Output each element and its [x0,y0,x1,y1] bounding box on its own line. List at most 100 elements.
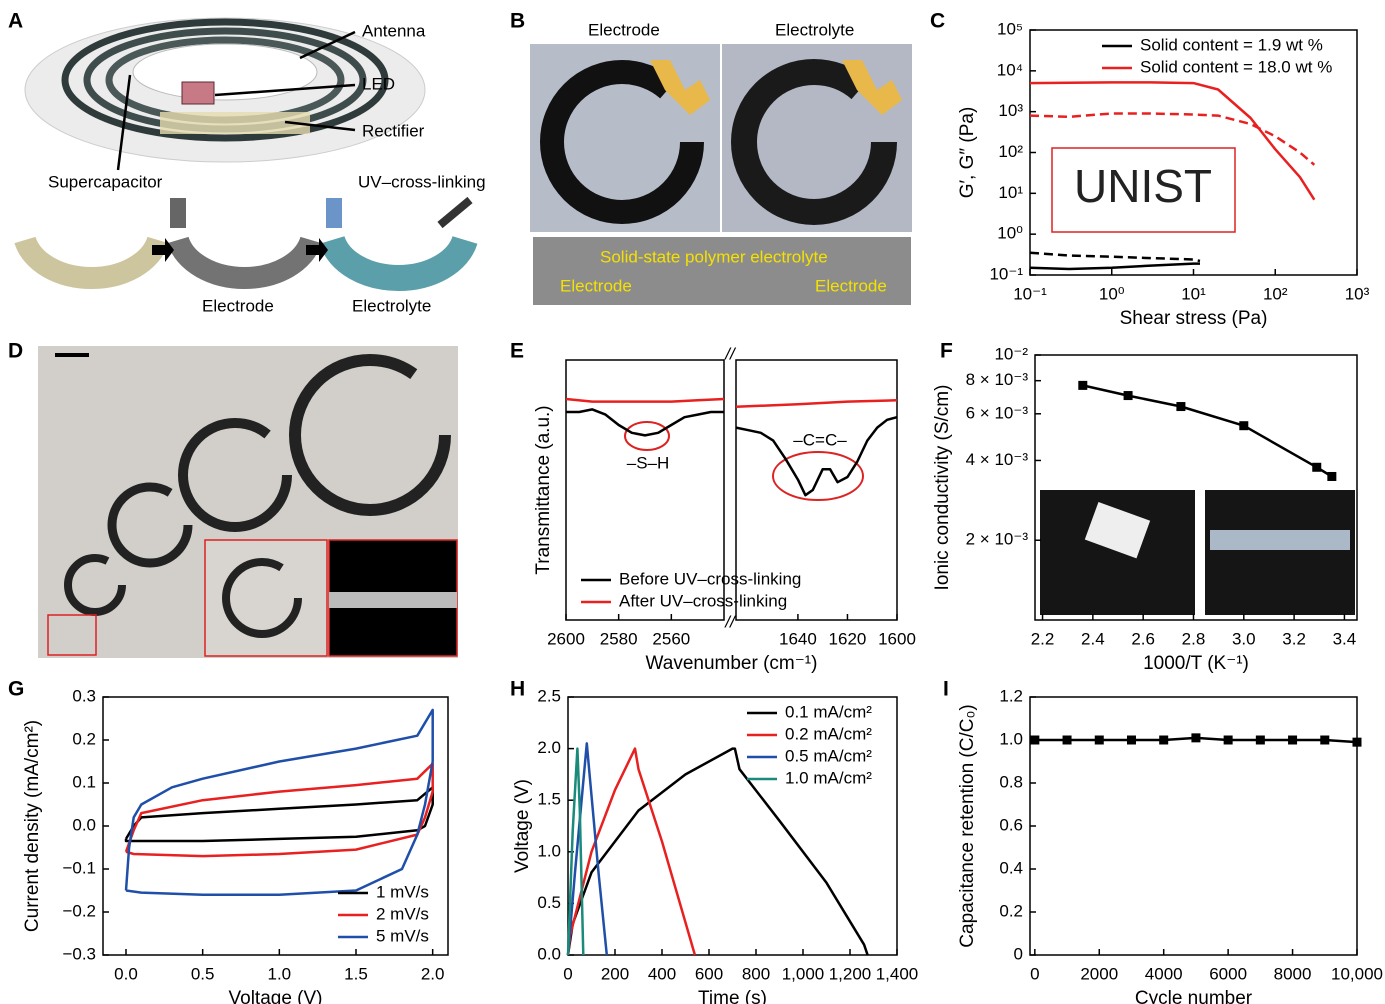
zoom-box [47,614,97,656]
data-point [1327,471,1337,481]
plot-frame [567,696,898,956]
x-tick-label: 1.0 [268,964,292,983]
x-tick-label: 2.6 [1131,629,1155,648]
series-line [124,786,434,843]
x-tick-label: 800 [742,964,770,983]
inset-photo [1051,147,1236,233]
y-tick-label: 0.1 [72,772,96,791]
x-tick-label: 2600 [547,629,585,648]
panel-letter: D [8,340,23,363]
electrolyte-ring [731,59,897,225]
nozzle [170,198,186,228]
y-tick-label: 10⁰ [997,224,1023,243]
x-tick-label: 1,200 [829,964,872,983]
plot-frame [565,359,725,621]
printed-ring [222,558,302,638]
legend-label: After UV–cross-linking [619,591,787,610]
label: LED [362,74,395,93]
label: Electrode [815,276,887,295]
label: Electrode [202,296,274,315]
arrow [299,30,356,60]
data-point [1352,737,1362,747]
legend-label: 0.5 mA/cm² [785,746,872,765]
data-point [1223,735,1233,745]
data-point [1255,735,1265,745]
nozzle [326,198,342,228]
arrow [116,74,132,171]
annotation: –S–H [627,453,670,472]
gap [329,592,457,608]
label: Electrolyte [775,20,854,39]
y-tick-label: 0.0 [537,944,561,963]
x-tick-label: 1.5 [344,964,368,983]
y-tick-label: −0.1 [62,858,96,877]
series-line [1029,262,1200,271]
x-tick-label: 2560 [652,629,690,648]
y-axis-label: Voltage (V) [512,779,533,873]
y-tick-label: 1.0 [999,729,1023,748]
y-tick-label: 1.0 [537,841,561,860]
x-tick-label: 2.2 [1031,629,1055,648]
series-line [124,708,434,897]
x-tick-label: 10³ [1345,284,1370,303]
series-line [566,742,609,956]
series-line [1029,112,1316,166]
label: Solid-state polymer electrolyte [600,247,828,266]
series-line [566,747,869,956]
y-tick-label: 2.0 [537,738,561,757]
x-tick-label: 2.4 [1081,629,1105,648]
highlight [772,451,864,501]
rectifier [160,112,310,134]
x-tick-label: 200 [601,964,629,983]
inset-photo [1205,490,1355,615]
y-axis-label: Ionic conductivity (S/cm) [932,385,953,591]
inset-photo [1040,490,1195,615]
printed-ring [178,418,292,532]
led [181,81,215,105]
data-point [1191,733,1201,743]
x-tick-label: 400 [648,964,676,983]
electrode-ring [540,60,704,224]
printed-ring [64,554,126,616]
series-line [1082,384,1333,478]
scale-bar [55,353,89,357]
y-tick-label: 0.8 [999,772,1023,791]
x-tick-label: 3.0 [1232,629,1256,648]
series-line [566,747,585,956]
y-tick-label: −0.2 [62,901,96,920]
y-tick-label: 0 [1014,944,1023,963]
panel-letter: C [930,10,945,33]
legend-label: 0.1 mA/cm² [785,702,872,721]
arrow [284,120,356,132]
y-tick-label: 10⁴ [997,60,1023,79]
axis-break: // [724,612,737,631]
y-tick-label: 10⁻¹ [989,264,1023,283]
x-tick-label: 4000 [1145,964,1183,983]
data-point [1030,735,1040,745]
y-tick-label: 1.2 [999,686,1023,705]
legend-label: Before UV–cross-linking [619,569,801,588]
legend-label: Solid content = 1.9 wt % [1140,35,1323,54]
data-point [1312,462,1322,472]
y-tick-label: 0.3 [72,686,96,705]
label: Electrolyte [352,296,431,315]
annotation: –C=C– [793,430,847,449]
axis-break: // [724,344,737,363]
x-tick-label: 0.5 [191,964,215,983]
data-point [1239,421,1249,431]
printed-ring [289,354,451,516]
uv-lamp [437,196,473,229]
y-tick-label: 0.2 [999,901,1023,920]
series-line [1029,81,1316,201]
label: Electrode [560,276,632,295]
arrow [152,238,174,262]
panel-letter: I [943,678,949,701]
label: Antenna [362,21,426,40]
y-tick-label: 0.0 [72,815,96,834]
x-axis-label: 1000/T (K⁻¹) [1143,653,1249,674]
x-tick-label: 0.0 [114,964,138,983]
legend-label: 1.0 mA/cm² [785,768,872,787]
series-line [566,408,898,497]
y-tick-label: 6 × 10⁻³ [966,403,1029,422]
x-tick-label: 10,000 [1331,964,1383,983]
